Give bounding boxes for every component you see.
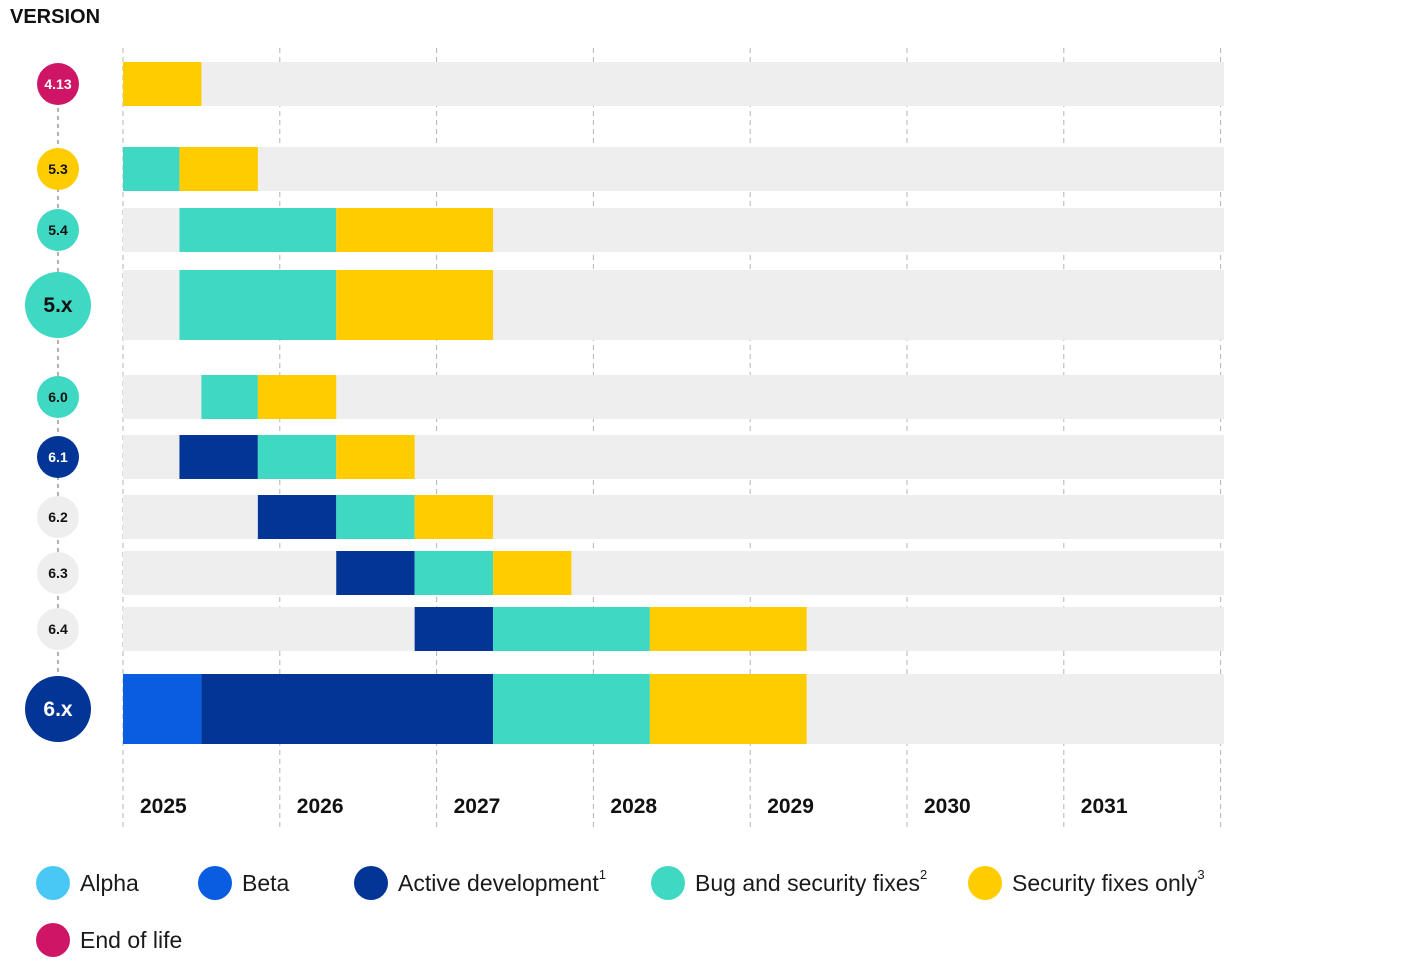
segment-6-2-bugfix [336, 495, 415, 539]
segment-6-2-active [257, 495, 337, 539]
version-badge-6-x [25, 676, 91, 742]
legend-item-bugfix: Bug and security fixes2 [651, 866, 927, 900]
x-tick-2031: 2031 [1081, 795, 1128, 818]
legend-footnote-bugfix: 2 [920, 866, 928, 882]
legend-label-eol: End of life [80, 926, 183, 953]
segment-5-4-security [336, 208, 494, 252]
legend-item-eol: End of life [36, 923, 182, 957]
segment-6-3-active [336, 551, 415, 595]
legend-label-bugfix: Bug and security fixes2 [695, 866, 928, 896]
track-6-3 [123, 551, 1224, 595]
segment-5-3-security [179, 147, 258, 191]
legend-swatch-bugfix [651, 866, 685, 900]
legend-item-beta: Beta [198, 866, 289, 900]
version-label-4-13: 4.13 [44, 76, 71, 92]
legend-footnote-security: 3 [1197, 866, 1205, 882]
version-badge-6-1 [37, 436, 79, 478]
legend-label-active: Active development1 [398, 866, 606, 896]
segment-6-x-bugfix [493, 674, 650, 744]
version-badge-6-3 [37, 552, 79, 594]
x-tick-2026: 2026 [297, 795, 344, 818]
version-label-5-3: 5.3 [48, 161, 68, 177]
phase-segments [123, 62, 807, 744]
x-tick-2029: 2029 [767, 795, 814, 818]
legend-item-active: Active development1 [354, 866, 606, 900]
segment-6-1-active [179, 435, 258, 479]
segment-6-1-security [336, 435, 415, 479]
x-tick-2028: 2028 [610, 795, 657, 818]
segment-6-3-security [493, 551, 572, 595]
legend-label-beta: Beta [242, 869, 290, 896]
version-label-6-2: 6.2 [48, 509, 68, 525]
segment-5-3-bugfix [123, 147, 180, 191]
version-label-6-3: 6.3 [48, 565, 68, 581]
segment-6-4-active [414, 607, 494, 651]
version-label-6-0: 6.0 [48, 389, 68, 405]
version-badge-5-3 [37, 148, 79, 190]
version-label-6-1: 6.1 [48, 449, 68, 465]
segment-6-x-active [201, 674, 494, 744]
x-axis-ticks: 2025 2026 2027 2028 2029 2030 2031 [140, 795, 1128, 818]
version-badge-4-13 [37, 63, 79, 105]
segment-6-3-bugfix [414, 551, 494, 595]
segment-5-x-bugfix [179, 270, 337, 340]
legend-footnote-active: 1 [598, 866, 606, 882]
version-badges: 4.13 5.3 5.4 5.x 6.0 6.1 6.2 6.3 6.4 6.x [25, 63, 91, 742]
segment-6-4-security [649, 607, 807, 651]
legend-swatch-eol [36, 923, 70, 957]
legend-item-security: Security fixes only3 [968, 866, 1205, 900]
legend-label-security: Security fixes only3 [1012, 866, 1205, 896]
legend-swatch-security [968, 866, 1002, 900]
version-badge-6-4 [37, 608, 79, 650]
legend-label-alpha: Alpha [80, 869, 139, 896]
version-label-6-4: 6.4 [48, 621, 68, 637]
version-badge-5-4 [37, 209, 79, 251]
segment-6-0-security [257, 375, 337, 419]
legend-swatch-active [354, 866, 388, 900]
version-label-5-4: 5.4 [48, 222, 68, 238]
segment-6-4-bugfix [493, 607, 650, 651]
segment-6-0-bugfix [201, 375, 258, 419]
segment-5-4-bugfix [179, 208, 337, 252]
x-tick-2030: 2030 [924, 795, 971, 818]
x-tick-2027: 2027 [454, 795, 501, 818]
legend-swatch-alpha [36, 866, 70, 900]
segment-4-13-security [123, 62, 202, 106]
version-badge-6-0 [37, 376, 79, 418]
segment-5-x-security [336, 270, 494, 340]
segment-6-1-bugfix [257, 435, 337, 479]
version-label-6-x: 6.x [43, 698, 73, 721]
version-badge-5-x [25, 272, 91, 338]
chart-title: VERSION [10, 6, 100, 28]
track-5-3 [123, 147, 1224, 191]
version-label-5-x: 5.x [43, 294, 73, 317]
track-4-13 [123, 62, 1224, 106]
version-badge-6-2 [37, 496, 79, 538]
segment-6-2-security [414, 495, 494, 539]
segment-6-x-security [649, 674, 807, 744]
x-tick-2025: 2025 [140, 795, 187, 818]
legend-swatch-beta [198, 866, 232, 900]
legend-item-alpha: Alpha [36, 866, 139, 900]
segment-6-x-beta [123, 674, 202, 744]
